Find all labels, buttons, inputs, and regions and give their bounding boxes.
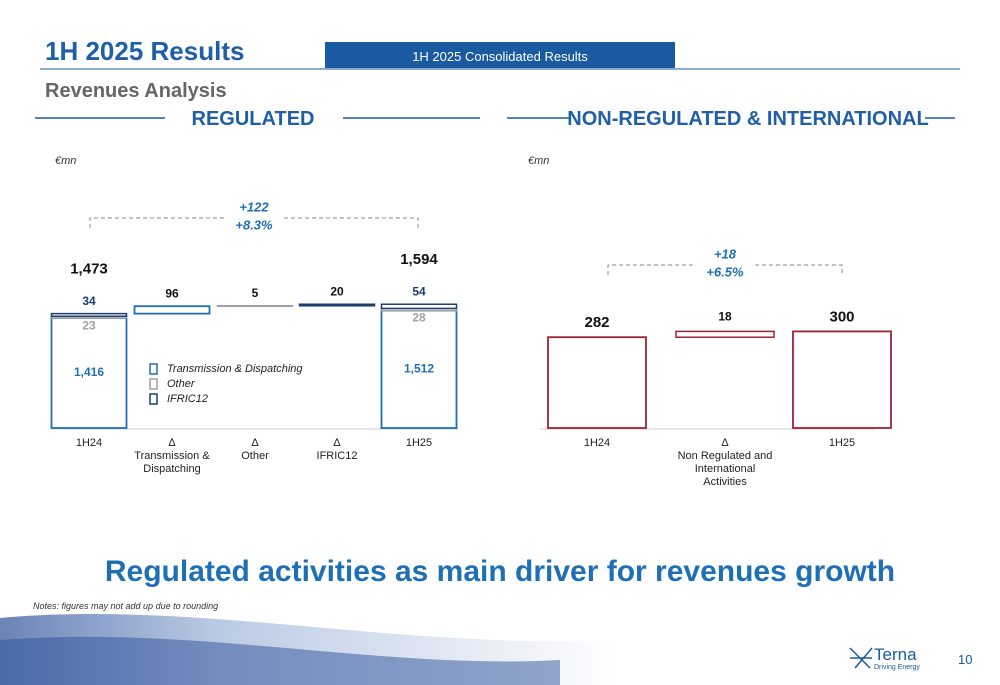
data-label: 54 bbox=[412, 284, 426, 298]
logo-text: Terna bbox=[874, 645, 917, 664]
legend-swatch bbox=[149, 393, 158, 405]
delta-symbol: ∆ bbox=[168, 437, 176, 449]
logo-tagline: Driving Energy bbox=[874, 664, 920, 671]
subtitle: Revenues Analysis bbox=[45, 80, 227, 102]
legend-swatch bbox=[149, 363, 158, 375]
bar bbox=[133, 305, 211, 315]
x-tick-label: Non Regulated and International Activiti… bbox=[677, 450, 773, 488]
section-title: NON-REGULATED & INTERNATIONAL bbox=[567, 108, 929, 130]
legend-label: IFRIC12 bbox=[167, 393, 208, 405]
x-tick-label: IFRIC12 bbox=[316, 450, 358, 462]
section-title: REGULATED bbox=[191, 108, 315, 130]
unit-label: €mn bbox=[55, 155, 77, 167]
data-label: 300 bbox=[829, 308, 854, 325]
delta-symbol: ∆ bbox=[251, 437, 259, 449]
annotation-percent: +8.3% bbox=[235, 217, 273, 232]
data-label: 34 bbox=[82, 294, 96, 308]
x-tick-label: Other bbox=[241, 450, 269, 462]
tab-label: 1H 2025 Consolidated Results bbox=[412, 49, 588, 64]
data-label: 282 bbox=[584, 314, 609, 331]
data-label: 18 bbox=[718, 310, 732, 324]
annotation-change: +18 bbox=[714, 246, 737, 261]
legend-swatch bbox=[149, 378, 158, 390]
page-number: 10 bbox=[958, 652, 973, 667]
data-label: 1,416 bbox=[74, 365, 104, 379]
x-tick-label: 1H24 bbox=[583, 437, 611, 449]
footer-wave bbox=[0, 636, 560, 685]
legend-label: Transmission & Dispatching bbox=[167, 363, 303, 375]
delta-symbol: ∆ bbox=[333, 437, 341, 449]
delta-symbol: ∆ bbox=[721, 437, 729, 449]
bracket bbox=[607, 264, 843, 275]
bar bbox=[50, 312, 128, 318]
bar bbox=[298, 303, 376, 307]
legend-label: Other bbox=[167, 378, 196, 390]
x-tick-label: Transmission & Dispatching bbox=[134, 450, 210, 475]
annotation-percent: +6.5% bbox=[706, 264, 744, 279]
note: Notes: figures may not add up due to rou… bbox=[33, 601, 219, 611]
bar bbox=[547, 336, 647, 429]
page-title: 1H 2025 Results bbox=[45, 36, 245, 66]
bar bbox=[50, 317, 128, 429]
bar bbox=[216, 305, 294, 308]
bar bbox=[792, 330, 892, 429]
x-tick-label: 1H25 bbox=[828, 437, 856, 449]
data-label: 5 bbox=[252, 286, 259, 300]
total-label: 1,473 bbox=[70, 261, 108, 278]
total-label: 1,594 bbox=[400, 251, 438, 268]
bar bbox=[380, 309, 458, 429]
logo-mark bbox=[849, 647, 873, 669]
tagline: Regulated activities as main driver for … bbox=[104, 555, 896, 588]
data-label: 20 bbox=[330, 284, 344, 298]
x-tick-label: 1H25 bbox=[405, 437, 433, 449]
bar bbox=[380, 303, 458, 310]
data-label: 28 bbox=[412, 311, 426, 325]
data-label: 96 bbox=[165, 286, 179, 300]
x-tick-label: 1H24 bbox=[75, 437, 103, 449]
data-label: 1,512 bbox=[404, 361, 434, 375]
bar bbox=[675, 330, 775, 338]
tab-bg bbox=[325, 42, 675, 68]
bracket bbox=[89, 217, 419, 228]
unit-label: €mn bbox=[528, 155, 550, 167]
annotation-change: +122 bbox=[239, 199, 269, 214]
data-label: 23 bbox=[82, 318, 96, 332]
